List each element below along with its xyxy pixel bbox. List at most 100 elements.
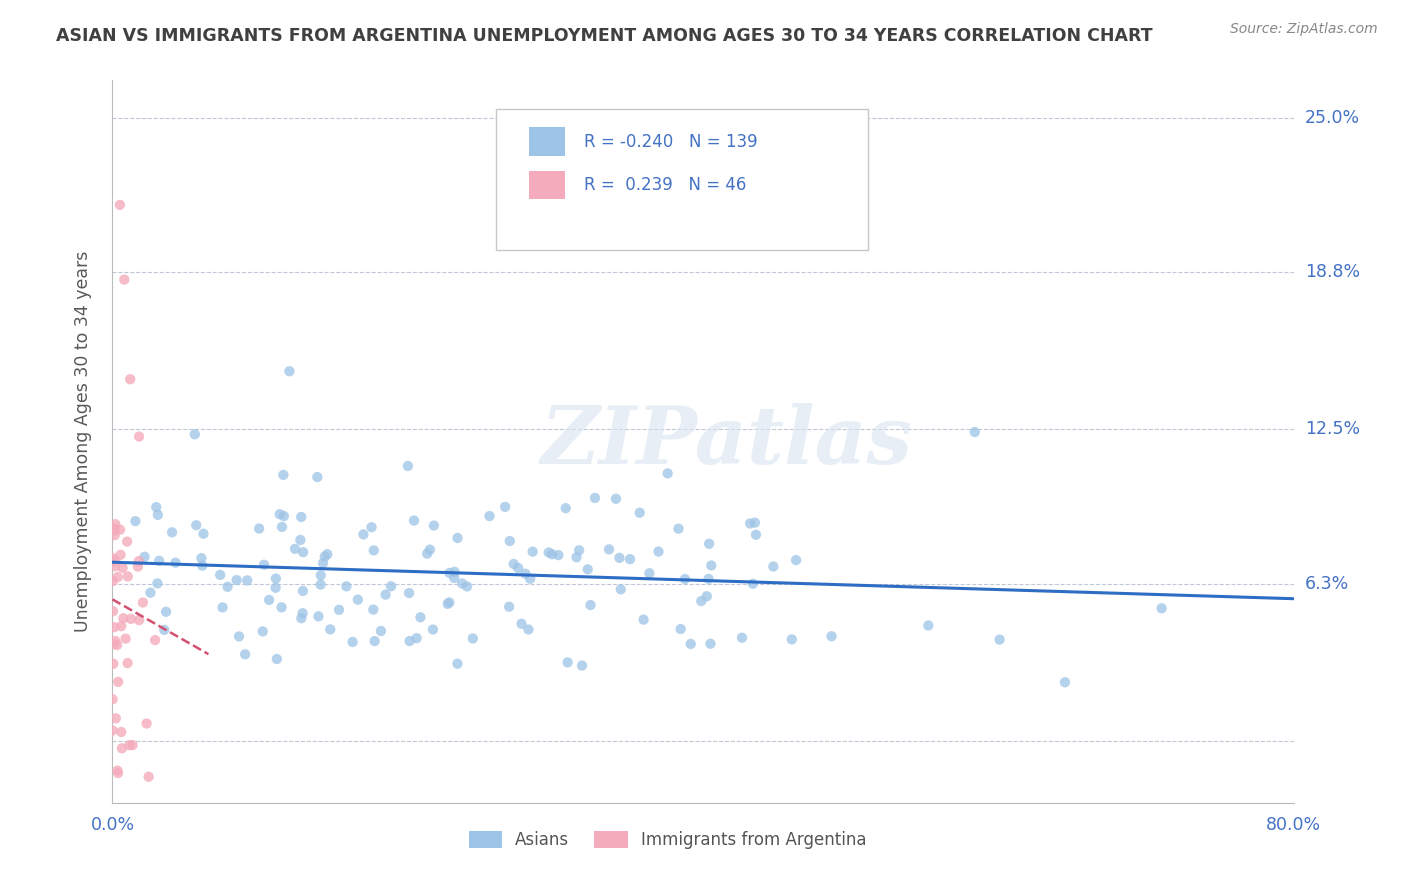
Point [547,548,569,562]
Point [423,518,446,533]
Point [101,551,124,566]
Point [380,579,402,593]
Point [319,623,342,637]
Point [579,598,602,612]
Point [405,631,427,645]
Point [697,537,720,551]
Point [110,548,132,562]
Point [510,616,533,631]
Point [155,605,177,619]
Point [153,623,176,637]
Point [785,553,807,567]
Point [443,565,465,579]
Point [101,723,124,738]
Point [110,725,132,739]
Point [499,534,522,549]
Text: 18.8%: 18.8% [1305,263,1360,281]
Point [120,372,142,386]
Point [657,467,679,481]
Point [101,692,124,706]
Point [439,595,461,609]
Point [610,582,633,597]
Point [628,506,651,520]
Point [115,534,138,549]
Point [917,618,939,632]
Point [353,527,375,541]
Point [146,508,169,522]
Point [568,543,591,558]
Text: 25.0%: 25.0% [1305,109,1360,127]
Point [498,599,520,614]
Point [517,623,540,637]
Point [103,522,125,536]
Point [638,566,661,581]
Point [396,458,419,473]
Point [446,531,468,545]
Point [145,500,167,515]
Point [605,491,627,506]
Point [679,637,702,651]
Point [494,500,516,514]
Point [443,571,465,585]
Point [290,533,312,547]
Point [690,594,713,608]
Point [478,509,501,524]
Point [619,552,641,566]
Point [363,543,385,558]
Point [269,507,291,521]
Text: 6.3%: 6.3% [1305,574,1348,592]
Point [398,634,420,648]
Point [104,634,127,648]
Point [609,550,631,565]
Point [273,467,295,482]
Point [314,549,336,564]
Point [104,711,127,725]
Point [160,525,183,540]
Point [699,637,721,651]
Point [107,766,129,780]
Point [103,620,125,634]
Point [228,629,250,643]
Point [342,635,364,649]
Point [114,632,136,646]
Point [107,570,129,584]
Point [252,624,274,639]
Point [347,592,370,607]
Point [647,544,669,558]
Point [374,588,396,602]
Point [309,577,332,591]
Point [211,600,233,615]
Text: 12.5%: 12.5% [1305,420,1360,438]
Point [583,491,606,505]
Point [264,572,287,586]
Point [292,545,315,559]
Point [110,619,132,633]
Point [1150,601,1173,615]
Point [291,606,314,620]
Point [103,637,125,651]
Point [316,547,339,561]
Point [565,550,588,565]
Point [697,572,720,586]
FancyBboxPatch shape [496,109,869,250]
Point [108,523,131,537]
Point [290,611,312,625]
Point [146,576,169,591]
Point [112,272,135,286]
Point [439,566,461,580]
Point [328,603,350,617]
Text: R = -0.240   N = 139: R = -0.240 N = 139 [583,133,758,151]
Point [307,470,329,484]
Point [111,741,134,756]
Point [308,609,330,624]
Point [128,554,150,568]
Point [309,568,332,582]
Point [112,611,135,625]
Point [184,427,207,442]
Point [121,738,143,752]
Point [186,518,208,533]
Text: ZIPatlas: ZIPatlas [540,403,912,480]
Point [117,656,139,670]
Point [456,579,478,593]
Point [446,657,468,671]
